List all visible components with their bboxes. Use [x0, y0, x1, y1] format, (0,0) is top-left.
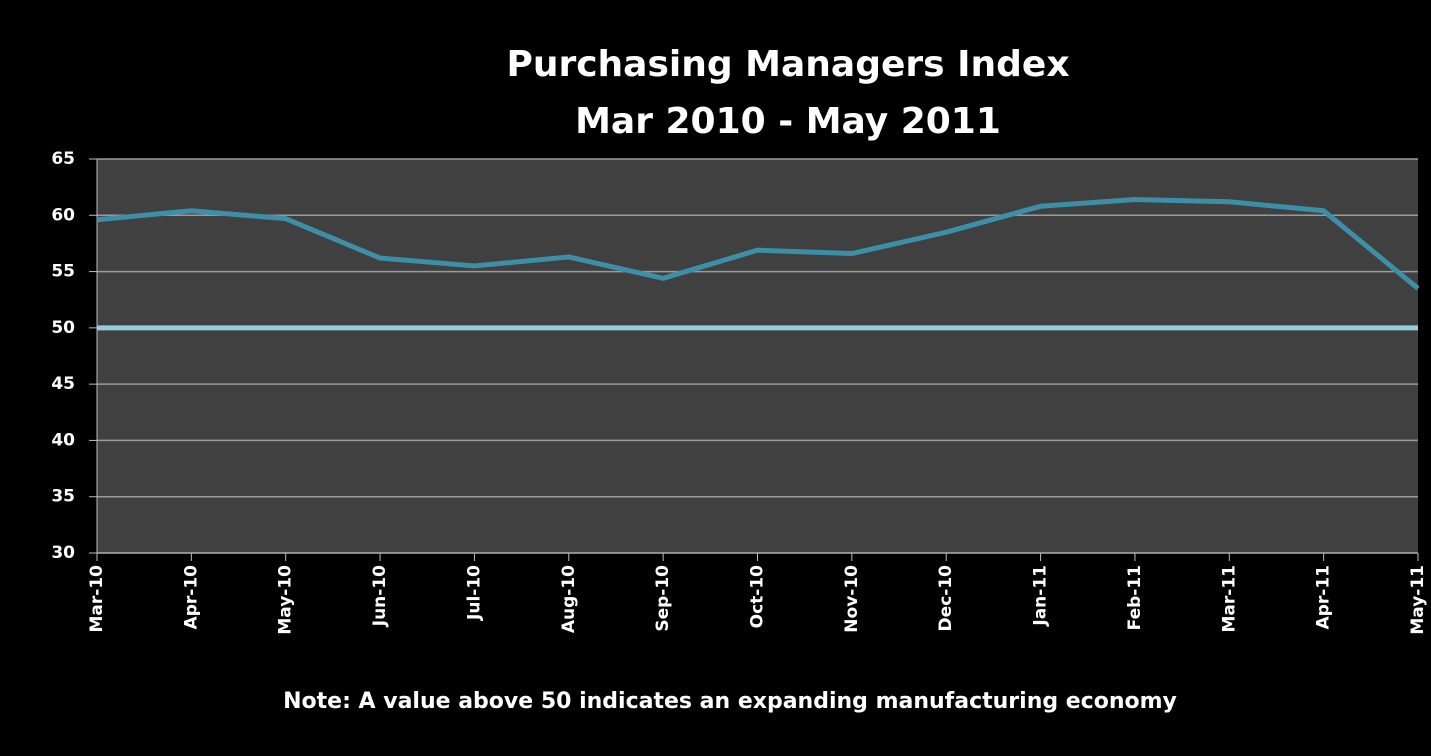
x-tick-label: Jul-10: [464, 565, 484, 621]
y-tick-label: 45: [51, 374, 75, 394]
x-tick-label: May-11: [1408, 565, 1428, 635]
y-tick-label: 50: [51, 318, 75, 338]
note: Note: A value above 50 indicates an expa…: [283, 689, 1177, 714]
x-tick-label: Nov-10: [842, 565, 862, 633]
data-line: [96, 197, 1420, 291]
x-tick-label: Mar-10: [87, 565, 107, 633]
y-tick-label: 40: [51, 430, 75, 450]
y-tick-label: 60: [51, 205, 75, 225]
x-tick-label: Jun-10: [370, 565, 390, 627]
x-tick-label: Mar-11: [1219, 565, 1239, 633]
x-tick-label: Aug-10: [559, 565, 579, 633]
chart-title: Purchasing Managers Index: [506, 44, 1069, 85]
x-tick-label: Dec-10: [936, 565, 956, 632]
chart-subtitle: Mar 2010 - May 2011: [575, 101, 1001, 142]
y-tick-label: 35: [51, 487, 75, 507]
x-tick-label: May-10: [276, 565, 296, 635]
x-tick-label: Feb-11: [1125, 565, 1145, 630]
y-tick-label: 55: [51, 262, 75, 282]
x-tick-label: Apr-10: [181, 565, 201, 630]
y-tick-label: 30: [51, 543, 75, 563]
y-tick-label: 65: [51, 149, 75, 169]
x-tick-label: Oct-10: [748, 565, 768, 629]
x-tick-label: Jan-11: [1031, 565, 1051, 627]
plot-area: [97, 159, 1418, 553]
x-tick-label: Apr-11: [1314, 565, 1334, 629]
x-tick-label: Sep-10: [653, 565, 673, 632]
